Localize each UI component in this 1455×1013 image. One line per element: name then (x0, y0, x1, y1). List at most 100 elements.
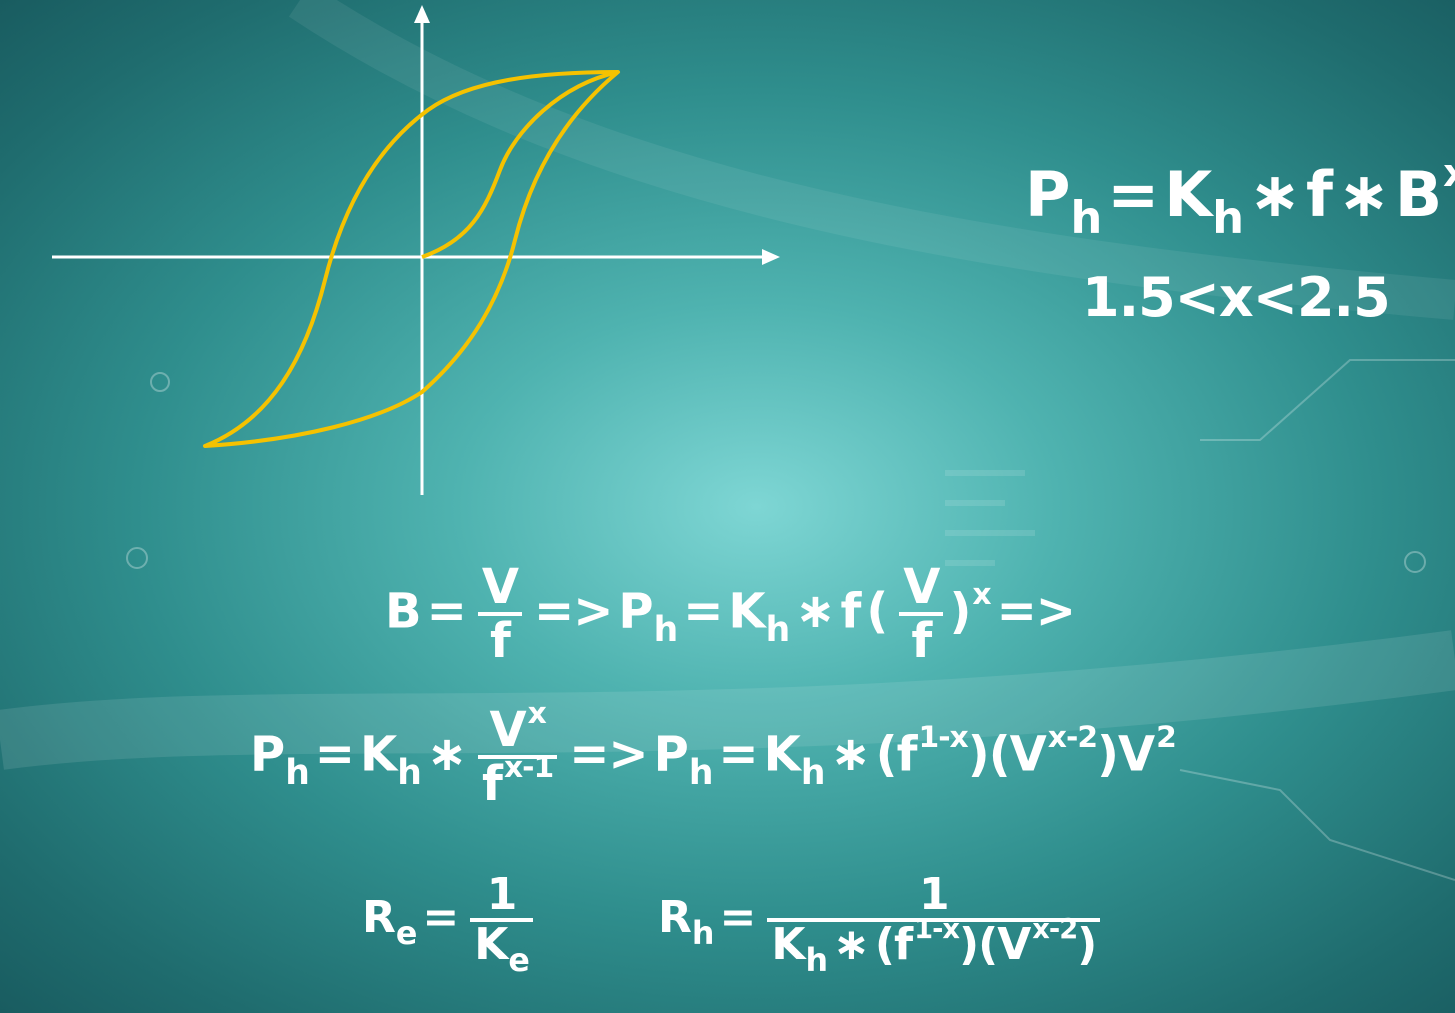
implies-arrow: => (533, 583, 613, 640)
symbol-f: f (1305, 158, 1333, 231)
left-paren: ( (978, 919, 998, 971)
fraction-vx-over-fx1: Vx fx-1 (478, 698, 558, 813)
hysteresis-resistance-equation: Rh = 1 Kh ∗ (f1-x)(Vx-2) (658, 871, 1106, 978)
light-streak (0, 630, 1455, 770)
numerator: V (899, 562, 944, 617)
subscript-e: e (395, 916, 418, 953)
numerator: Vx (478, 698, 558, 760)
subscript-h: h (765, 609, 791, 650)
superscript-x: x (1443, 151, 1455, 196)
hysteresis-loss-equation: Ph=Kh∗f∗Bx (1025, 151, 1455, 244)
denominator: f (489, 613, 511, 670)
equals-sign: = (1107, 158, 1159, 231)
symbol-f: f (840, 583, 861, 640)
initial-magnetization-curve (421, 70, 619, 259)
symbol-k: K (474, 919, 508, 971)
symbol-k: K (360, 726, 397, 783)
ui-bar (945, 530, 1035, 536)
superscript-x: x (527, 695, 547, 731)
equals-sign: = (719, 892, 756, 944)
symbol-r: R (658, 892, 692, 944)
numerator: 1 (767, 871, 1101, 923)
ui-bar (945, 560, 995, 566)
right-paren: ) (1097, 726, 1119, 783)
symbol-k: K (763, 726, 801, 783)
superscript-1-minus-x: 1-x (914, 913, 960, 945)
fraction-1-over-kh-f-v: 1 Kh ∗ (f1-x)(Vx-2) (767, 871, 1101, 978)
voltage-substitution-equation: Ph = Kh ∗ Vx fx-1 => Ph = Kh ∗ (f1-x)(Vx-2)V2 (250, 698, 1177, 813)
right-paren: ) (959, 919, 979, 971)
symbol-v: V (489, 702, 526, 758)
marker-ring (150, 372, 170, 392)
multiply-sign: ∗ (833, 919, 870, 971)
multiply-sign: ∗ (426, 726, 467, 783)
symbol-k: K (1164, 158, 1212, 231)
symbol-v: V (997, 919, 1031, 971)
symbol-f: f (896, 726, 918, 783)
equals-sign: = (422, 892, 459, 944)
hysteresis-loop (203, 70, 620, 448)
subscript-h: h (805, 943, 828, 980)
multiply-sign: ∗ (830, 726, 870, 783)
symbol-f: f (482, 756, 503, 813)
subscript-h: h (653, 609, 679, 650)
left-paren: ( (866, 583, 888, 640)
right-paren: ) (967, 726, 990, 783)
right-paren: ) (1077, 919, 1097, 971)
multiply-sign: ∗ (795, 583, 835, 640)
ui-bar (945, 470, 1025, 476)
superscript-x-minus-2: x-2 (1032, 913, 1078, 945)
equals-sign: = (426, 583, 467, 640)
implies-arrow: => (569, 726, 648, 783)
equals-sign: = (718, 726, 758, 783)
eddy-resistance-equation: Re = 1 Ke (362, 871, 539, 978)
subscript-h: h (688, 752, 714, 793)
marker-ring (126, 547, 148, 569)
subscript-h: h (1070, 191, 1102, 244)
h-axis-arrow (762, 249, 780, 265)
symbol-k: K (728, 583, 765, 640)
symbol-p: P (618, 583, 653, 640)
hysteresis-diagram (52, 5, 780, 495)
denominator: f (911, 613, 932, 670)
left-paren: ( (875, 726, 898, 783)
numerator: 1 (470, 871, 533, 923)
symbol-k: K (771, 919, 805, 971)
denominator: Kh ∗ (f1-x)(Vx-2) (767, 915, 1100, 978)
symbol-p: P (1025, 158, 1070, 231)
marker-ring (1404, 551, 1426, 573)
subscript-h: h (691, 916, 715, 953)
multiply-sign: ∗ (1337, 158, 1390, 231)
circuit-line (1200, 359, 1455, 441)
subscript-h: h (397, 752, 422, 793)
subscript-h: h (800, 752, 826, 793)
superscript-x-minus-1: x-1 (503, 750, 554, 786)
exponent-range: 1.5<x<2.5 (1082, 266, 1391, 329)
numerator: V (477, 562, 522, 617)
symbol-v: V (1009, 726, 1047, 783)
circuit-line (1179, 769, 1455, 881)
symbol-f: f (893, 919, 913, 971)
equals-sign: = (683, 583, 723, 640)
subscript-h: h (285, 752, 310, 793)
superscript-x: x (972, 577, 991, 613)
symbol-b: B (1394, 158, 1442, 231)
denominator: fx-1 (478, 752, 557, 813)
symbol-p: P (653, 726, 689, 783)
v-axis-arrow (414, 5, 430, 23)
light-streak (288, 0, 1455, 320)
superscript-2: 2 (1156, 720, 1177, 756)
symbol-p: P (250, 726, 285, 783)
superscript-1-minus-x: 1-x (918, 720, 969, 756)
symbol-b: B (385, 583, 422, 640)
multiply-sign: ∗ (1249, 158, 1301, 231)
symbol-r: R (362, 892, 396, 944)
equals-sign: = (314, 726, 355, 783)
implies-arrow: => (996, 583, 1076, 640)
fraction-1-over-ke: 1 Ke (470, 871, 533, 978)
superscript-x-minus-2: x-2 (1047, 720, 1098, 756)
ui-bar (945, 500, 1005, 506)
